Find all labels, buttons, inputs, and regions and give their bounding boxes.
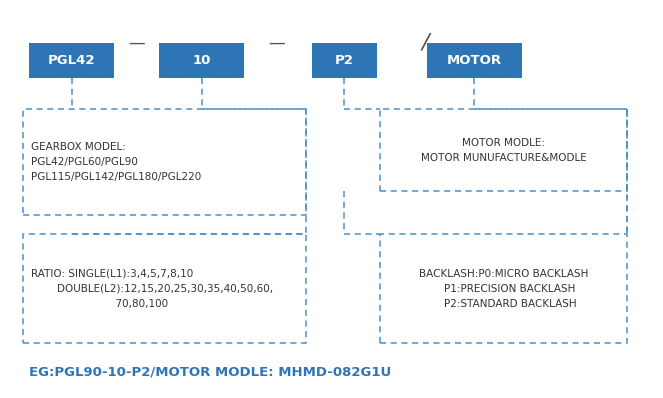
Text: 10: 10 xyxy=(192,54,211,67)
Text: /: / xyxy=(422,33,430,53)
Text: MOTOR MODLE:
MOTOR MUNUFACTURE&MODLE: MOTOR MODLE: MOTOR MUNUFACTURE&MODLE xyxy=(421,138,587,163)
Text: P2: P2 xyxy=(335,54,354,67)
Text: PGL42: PGL42 xyxy=(48,54,95,67)
FancyBboxPatch shape xyxy=(159,43,244,78)
Text: —: — xyxy=(268,34,284,52)
FancyBboxPatch shape xyxy=(29,43,114,78)
FancyBboxPatch shape xyxy=(428,43,522,78)
Text: EG:PGL90-10-P2/MOTOR MODLE: MHMD-082G1U: EG:PGL90-10-P2/MOTOR MODLE: MHMD-082G1U xyxy=(29,365,392,378)
Text: BACKLASH:P0:MICRO BACKLASH
    P1:PRECISION BACKLASH
    P2:STANDARD BACKLASH: BACKLASH:P0:MICRO BACKLASH P1:PRECISION … xyxy=(419,269,588,308)
FancyBboxPatch shape xyxy=(312,43,377,78)
Text: MOTOR: MOTOR xyxy=(447,54,502,67)
Text: —: — xyxy=(128,34,145,52)
Text: RATIO: SINGLE(L1):3,4,5,7,8,10
        DOUBLE(L2):12,15,20,25,30,35,40,50,60,
  : RATIO: SINGLE(L1):3,4,5,7,8,10 DOUBLE(L2… xyxy=(31,269,273,308)
Text: GEARBOX MODEL:
PGL42/PGL60/PGL90
PGL115/PGL142/PGL180/PGL220: GEARBOX MODEL: PGL42/PGL60/PGL90 PGL115/… xyxy=(31,142,202,182)
